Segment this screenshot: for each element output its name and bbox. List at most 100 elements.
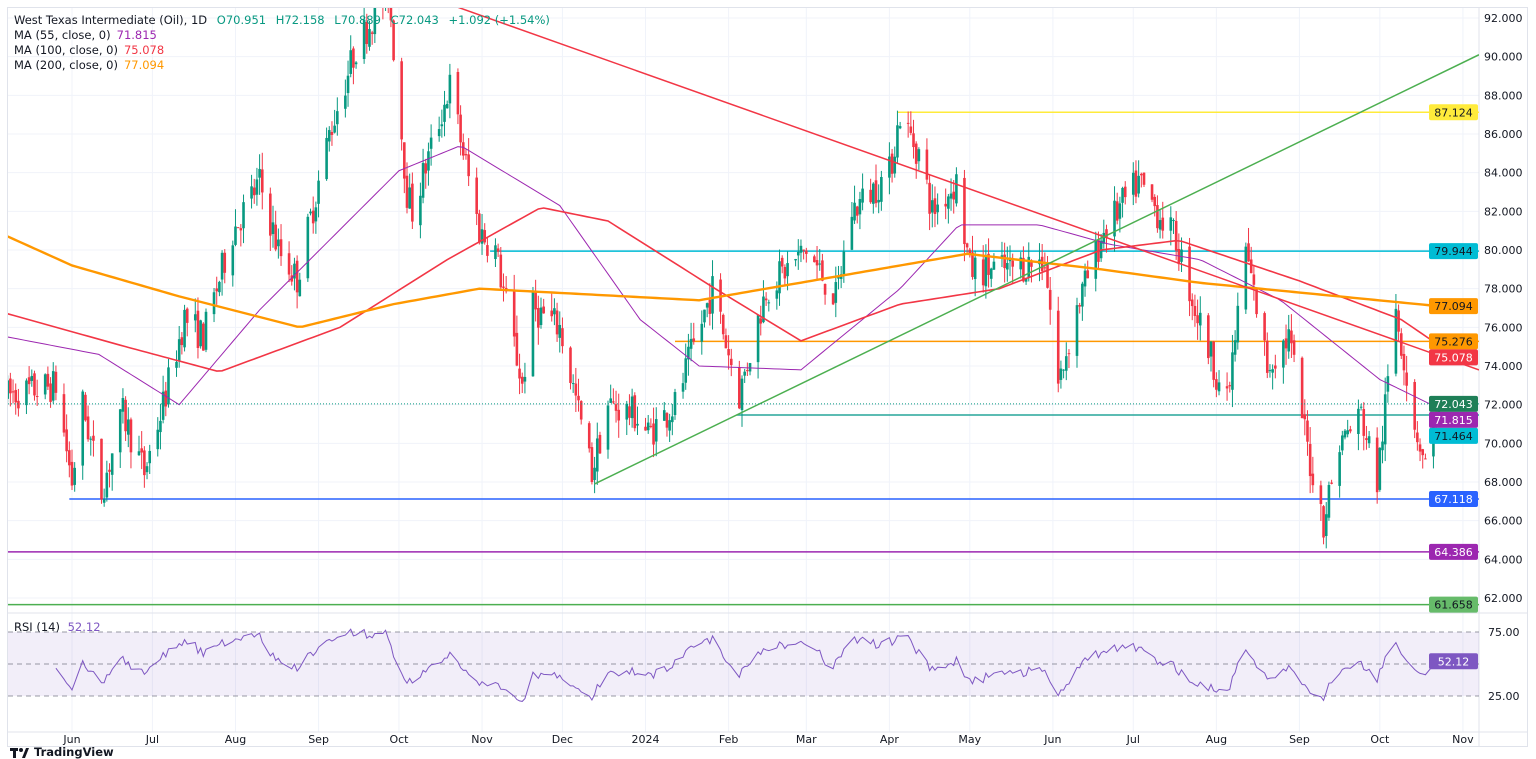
candle-body — [140, 448, 143, 453]
candle-body — [1383, 394, 1387, 445]
candle-body — [1019, 257, 1023, 270]
candle-body — [177, 339, 181, 362]
candle-body — [1268, 370, 1272, 372]
candle-body — [1048, 289, 1052, 310]
candle-body — [877, 199, 880, 203]
candle-body — [1040, 256, 1044, 272]
candle-body — [1081, 283, 1084, 307]
candle-body — [30, 375, 34, 381]
symbol-title[interactable]: West Texas Intermediate (Oil), 1D — [14, 13, 208, 27]
candle-body — [614, 404, 618, 411]
candle-body — [861, 188, 864, 203]
price-tag-87.124: 87.124 — [1429, 104, 1478, 121]
candle-body — [1105, 229, 1108, 238]
ma55-legend[interactable]: MA (55, close, 0) 71.815 — [14, 28, 550, 43]
ma100-legend[interactable]: MA (100, close, 0) 75.078 — [14, 43, 550, 58]
candle-body — [952, 191, 956, 200]
candle-body — [711, 276, 714, 314]
candle-body — [445, 103, 449, 109]
candle-body — [1236, 305, 1240, 343]
candle-body — [1024, 278, 1028, 282]
candle-body — [1113, 200, 1116, 237]
candle-body — [164, 390, 168, 407]
candle-body — [1027, 256, 1031, 278]
candle-body — [193, 314, 197, 321]
candle-body — [609, 398, 612, 403]
candle-body — [1067, 353, 1071, 355]
low-value: L70.889 — [334, 13, 381, 27]
candle-body — [893, 156, 897, 174]
candle-body — [1115, 201, 1119, 221]
price-tag-61.658: 61.658 — [1429, 596, 1478, 613]
candle-body — [689, 338, 693, 349]
candle-body — [1399, 333, 1403, 356]
candle-body — [314, 207, 318, 222]
candle-body — [1056, 310, 1060, 384]
candle-body — [180, 337, 184, 346]
candle-body — [759, 318, 763, 324]
candle-body — [965, 243, 969, 248]
candle-body — [1046, 264, 1049, 288]
candle-body — [14, 389, 18, 403]
candle-body — [327, 130, 331, 142]
candle-body — [1137, 175, 1140, 194]
time-axis-label: Jul — [1126, 733, 1140, 746]
candle-body — [652, 423, 655, 445]
ma200-legend[interactable]: MA (200, close, 0) 77.094 — [14, 58, 550, 73]
candle-body — [668, 420, 671, 431]
price-tag-bg — [1429, 333, 1478, 350]
candle-body — [855, 206, 859, 216]
candle-body — [499, 254, 503, 288]
candle-body — [705, 303, 709, 308]
time-axis-label: Oct — [1370, 733, 1390, 746]
candle-body — [183, 309, 186, 348]
candle-body — [1381, 441, 1384, 451]
close-value: C72.043 — [390, 13, 439, 27]
candle-body — [512, 290, 516, 337]
candle-body — [1378, 447, 1382, 490]
candle-body — [46, 373, 50, 387]
candle-body — [949, 193, 953, 199]
candle-body — [708, 299, 712, 314]
candle-body — [542, 306, 545, 314]
candle-body — [118, 409, 122, 453]
candle-body — [786, 263, 789, 277]
chart-frame — [7, 7, 1528, 747]
candle-body — [724, 335, 728, 349]
candle-body — [400, 61, 403, 140]
rsi-tag-text: 52.12 — [1438, 655, 1470, 668]
candle-body — [124, 399, 127, 432]
candle-body — [955, 174, 958, 204]
time-axis-label: Sep — [1289, 733, 1310, 746]
candle-body — [780, 257, 784, 267]
rsi-legend[interactable]: RSI (14) 52.12 — [14, 620, 101, 634]
candle-body — [936, 204, 939, 213]
candle-body — [456, 71, 460, 115]
candle-body — [1140, 173, 1143, 176]
candle-body — [590, 447, 594, 483]
tradingview-logo[interactable]: TradingView — [10, 746, 114, 759]
candle-body — [250, 186, 253, 199]
price-tag-71.464: 71.464 — [1429, 427, 1478, 444]
rsi-tag-bg — [1429, 653, 1478, 670]
candle-body — [486, 245, 489, 256]
candle-body — [692, 338, 696, 342]
candle-body — [382, 1, 385, 3]
trendline-descending-resistance — [457, 8, 1479, 371]
candle-body — [888, 156, 891, 178]
candle-body — [550, 310, 554, 317]
price-axis-label: 72.000 — [1484, 399, 1523, 412]
candle-body — [480, 229, 484, 244]
time-axis-label: Aug — [1206, 733, 1227, 746]
candle-body — [703, 309, 706, 323]
candle-body — [1303, 414, 1307, 420]
candle-body — [561, 328, 564, 347]
candle-body — [842, 251, 846, 275]
candle-body — [1249, 259, 1253, 274]
candle-body — [1217, 382, 1221, 392]
candle-body — [102, 499, 106, 503]
candle-body — [1043, 267, 1047, 269]
candle-body — [537, 308, 540, 328]
candle-body — [684, 358, 688, 383]
